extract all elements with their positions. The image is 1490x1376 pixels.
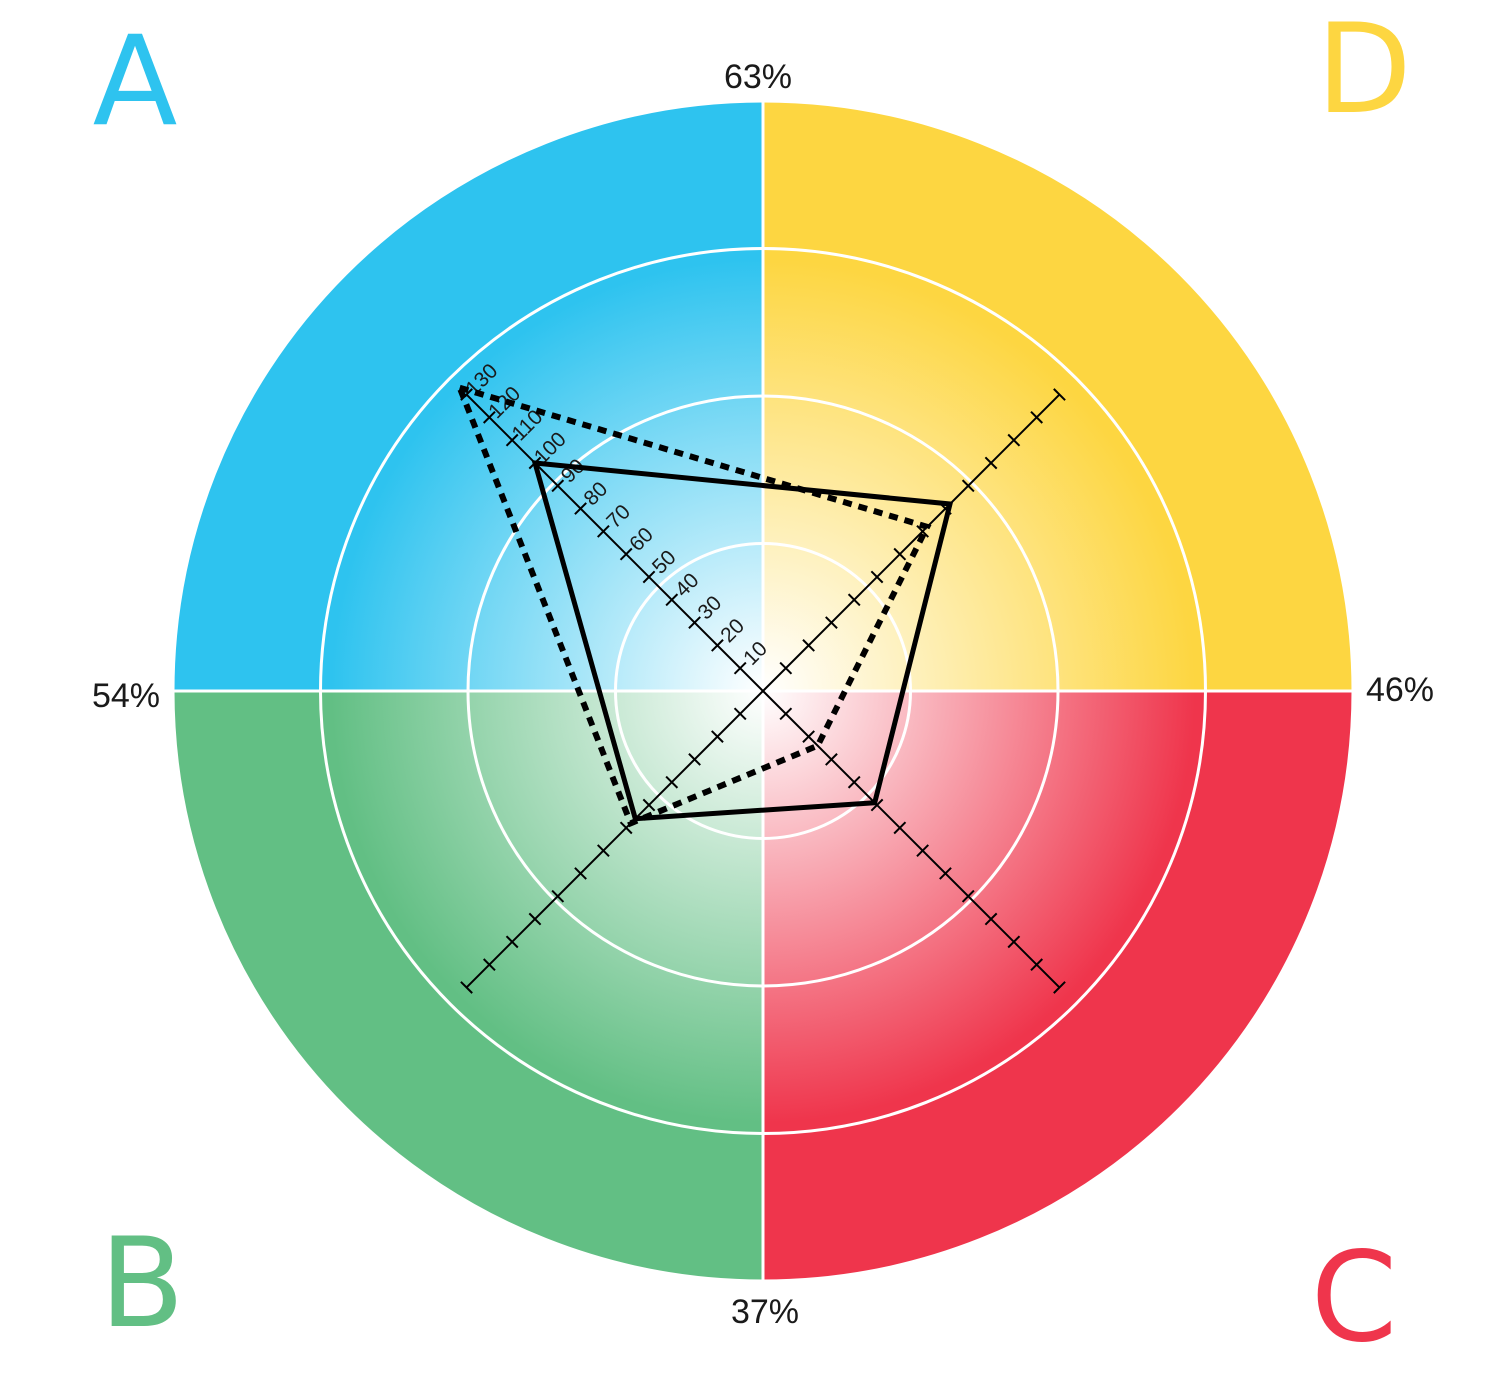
tick-a-110 [505, 433, 519, 447]
tick-b-70 [597, 844, 610, 857]
tick-d-60 [893, 547, 907, 561]
tick-d-100 [984, 456, 998, 470]
tick-b-120 [482, 958, 496, 972]
tick-b-90 [551, 889, 565, 903]
tick-d-20 [802, 639, 815, 652]
tick-c-90 [961, 889, 975, 903]
quadrant-letter-b: B [99, 1212, 184, 1356]
edge-label-bottom: 37% [731, 1293, 799, 1331]
axis-b [465, 690, 764, 989]
tick-b-100 [528, 912, 542, 926]
tick-b-60 [619, 821, 633, 835]
series-dotted [454, 383, 932, 828]
tick-a-130 [460, 388, 473, 401]
tick-b-30 [688, 753, 701, 766]
edge-label-top: 63% [724, 58, 792, 96]
tick-b-80 [574, 867, 587, 880]
tick-c-70 [916, 844, 929, 857]
tick-c-50 [870, 798, 884, 812]
tick-c-110 [1007, 935, 1021, 949]
tick-c-30 [825, 753, 838, 766]
tick-d-120 [1030, 410, 1044, 424]
edge-label-left: 54% [92, 677, 160, 715]
tick-d-90 [961, 479, 975, 493]
tick-a-20 [711, 639, 724, 652]
axis-c [762, 690, 1061, 989]
quadrant-letter-c: C [1311, 1226, 1398, 1370]
tick-d-30 [825, 616, 838, 629]
tick-d-130 [1053, 388, 1066, 401]
tick-c-120 [1030, 958, 1044, 972]
tick-a-90 [551, 479, 565, 493]
tick-c-10 [779, 707, 793, 721]
tick-c-100 [984, 912, 998, 926]
tick-a-10 [733, 661, 747, 675]
tick-a-30 [688, 616, 701, 629]
tick-b-110 [505, 935, 519, 949]
tick-c-80 [939, 867, 952, 880]
tick-c-130 [1053, 981, 1066, 994]
labels: 63% 46% 37% 54% A D C B [92, 0, 1434, 1370]
tick-c-60 [893, 821, 907, 835]
tick-d-110 [1007, 433, 1021, 447]
quadrant-letter-a: A [93, 10, 178, 154]
tick-b-10 [733, 707, 747, 721]
tick-b-50 [642, 798, 656, 812]
tick-a-80 [574, 502, 587, 515]
tick-c-40 [847, 775, 861, 789]
tick-a-50 [642, 570, 656, 584]
tick-c-20 [802, 730, 815, 743]
tick-a-70 [597, 525, 610, 538]
tick-b-130 [460, 981, 473, 994]
series [454, 383, 954, 828]
tick-a-40 [665, 593, 679, 607]
tick-d-40 [847, 593, 861, 607]
tick-a-120 [482, 410, 496, 424]
tick-a-60 [619, 547, 633, 561]
tick-b-20 [711, 730, 724, 743]
edge-label-right: 46% [1366, 671, 1434, 709]
tick-d-10 [779, 661, 793, 675]
tick-d-50 [870, 570, 884, 584]
quadrant-letter-d: D [1316, 0, 1411, 142]
axis-a [465, 393, 764, 692]
tick-b-40 [665, 775, 679, 789]
axis-d [762, 393, 1061, 692]
tick-d-70 [916, 525, 929, 538]
series-solid [531, 460, 954, 822]
